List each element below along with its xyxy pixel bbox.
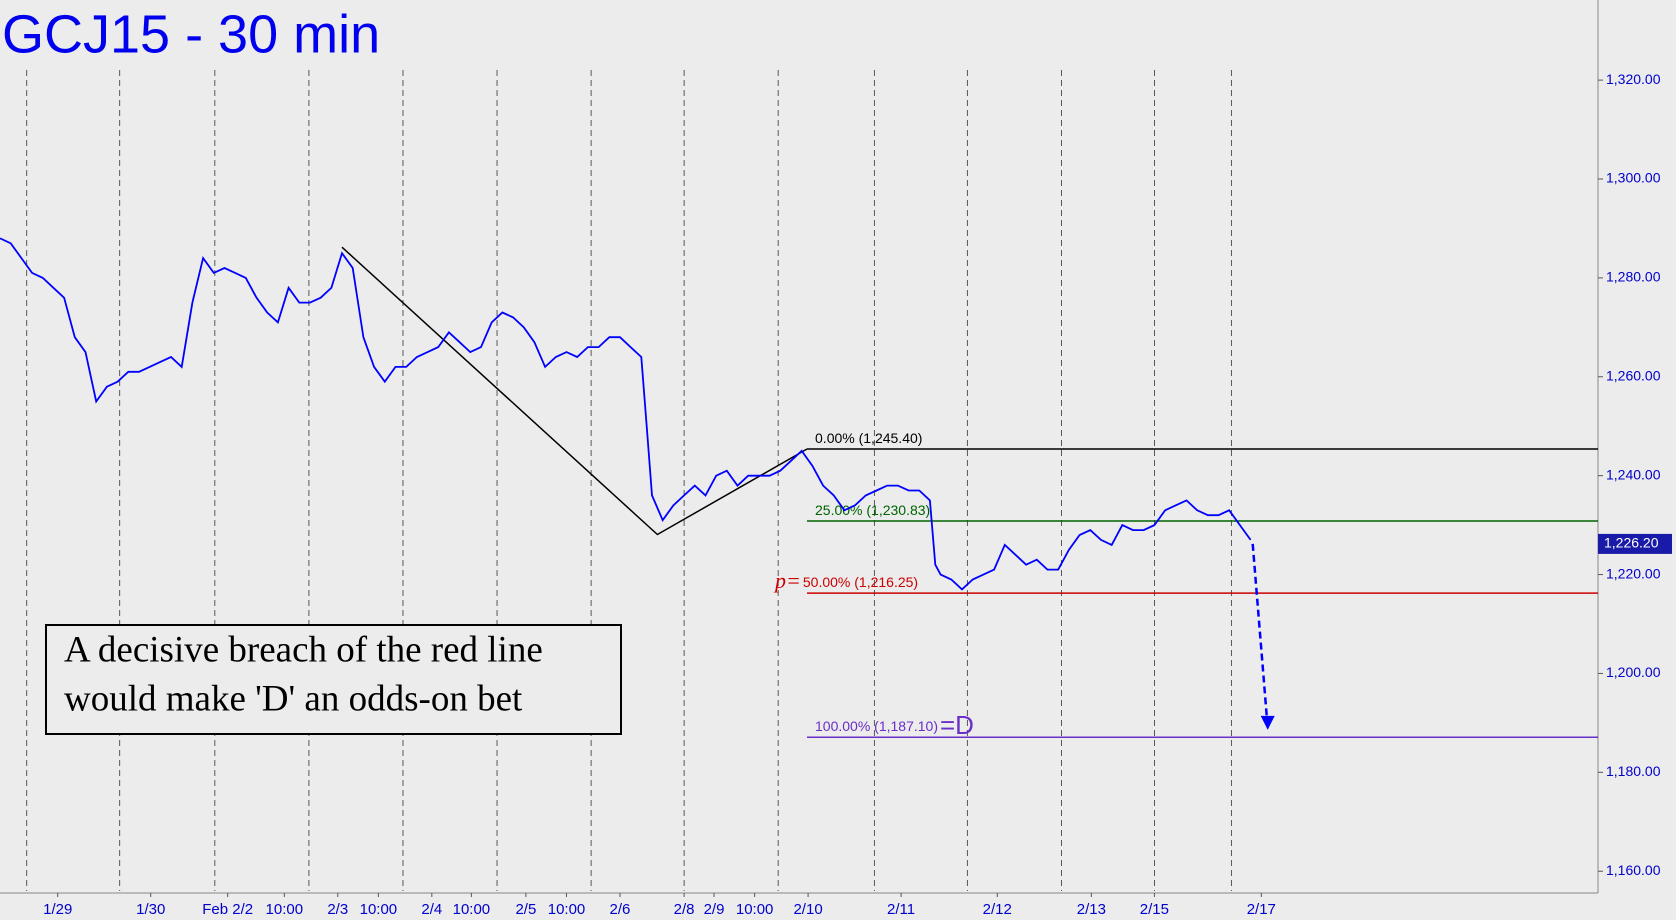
annotation-line: A decisive breach of the red line	[64, 629, 543, 670]
projection-line	[1251, 543, 1269, 728]
x-tick-label: 2/13	[1077, 901, 1106, 918]
y-tick-label: 1,260.00	[1606, 367, 1661, 383]
x-tick-label: 2/9	[704, 901, 725, 918]
fib-text: 50.00% (1,216.25)	[803, 574, 918, 590]
x-tick-label: 2/12	[983, 901, 1012, 918]
chart-title: GCJ15 - 30 min	[2, 4, 380, 64]
x-tick-label: 1/30	[136, 901, 165, 918]
x-tick-label: 2/8	[674, 901, 695, 918]
grid: 1,160.00 1,180.00 1,200.00 1,220.00 1,240.00…	[26, 70, 1661, 918]
y-tick-label: 1,220.00	[1606, 565, 1661, 581]
fib-label: 100.00% (1,187.10)=D	[815, 710, 974, 740]
annotation-box	[45, 624, 622, 735]
fib-suffix: =D	[940, 710, 974, 740]
y-tick-label: 1,180.00	[1606, 763, 1661, 779]
x-tick-label: 1/29	[43, 901, 72, 918]
x-tick-label: Feb 2/2	[202, 901, 253, 918]
y-tick-label: 1,160.00	[1606, 862, 1661, 878]
fib-text: 25.00% (1,230.83)	[815, 502, 930, 518]
x-tick-label: 2/11	[887, 901, 915, 918]
y-tick-label: 1,300.00	[1606, 170, 1661, 186]
x-tick-label: 2/6	[610, 901, 631, 918]
projection-arrowhead	[1260, 715, 1275, 730]
last-price-label: 1,226.20	[1604, 535, 1659, 551]
y-tick-label: 1,320.00	[1606, 71, 1661, 87]
fib-label: 25.00% (1,230.83)	[815, 502, 930, 518]
plot-area: 0.00% (1,245.40) 25.00% (1,230.83) p= 50.00…	[0, 237, 1672, 740]
fib-text: 100.00% (1,187.10)	[815, 718, 938, 734]
x-tick-label: 2/17	[1247, 901, 1276, 918]
y-tick-label: 1,200.00	[1606, 664, 1661, 680]
y-tick-label: 1,280.00	[1606, 269, 1661, 285]
x-tick-label: 2/3	[327, 901, 348, 918]
y-tick-label: 1,240.00	[1606, 466, 1661, 482]
x-tick-label: 10:00	[453, 901, 491, 918]
x-tick-label: 2/10	[793, 901, 822, 918]
x-tick-label: 10:00	[360, 901, 398, 918]
fib-text: 0.00% (1,245.40)	[815, 430, 922, 446]
x-tick-label: 10:00	[548, 901, 586, 918]
price-line	[0, 237, 1252, 591]
annotation-line: would make 'D' an odds-on bet	[64, 678, 523, 719]
fib-label: p= 50.00% (1,216.25)	[773, 568, 918, 593]
last-price-box	[1598, 533, 1672, 554]
fib-prefix: p=	[773, 568, 801, 593]
x-tick-label: 2/5	[515, 901, 536, 918]
x-tick-label: 2/4	[421, 901, 442, 918]
x-tick-label: 10:00	[266, 901, 304, 918]
fib-label: 0.00% (1,245.40)	[815, 430, 922, 446]
x-tick-label: 10:00	[736, 901, 774, 918]
pattern-line	[341, 246, 808, 536]
x-tick-label: 2/15	[1140, 901, 1169, 918]
